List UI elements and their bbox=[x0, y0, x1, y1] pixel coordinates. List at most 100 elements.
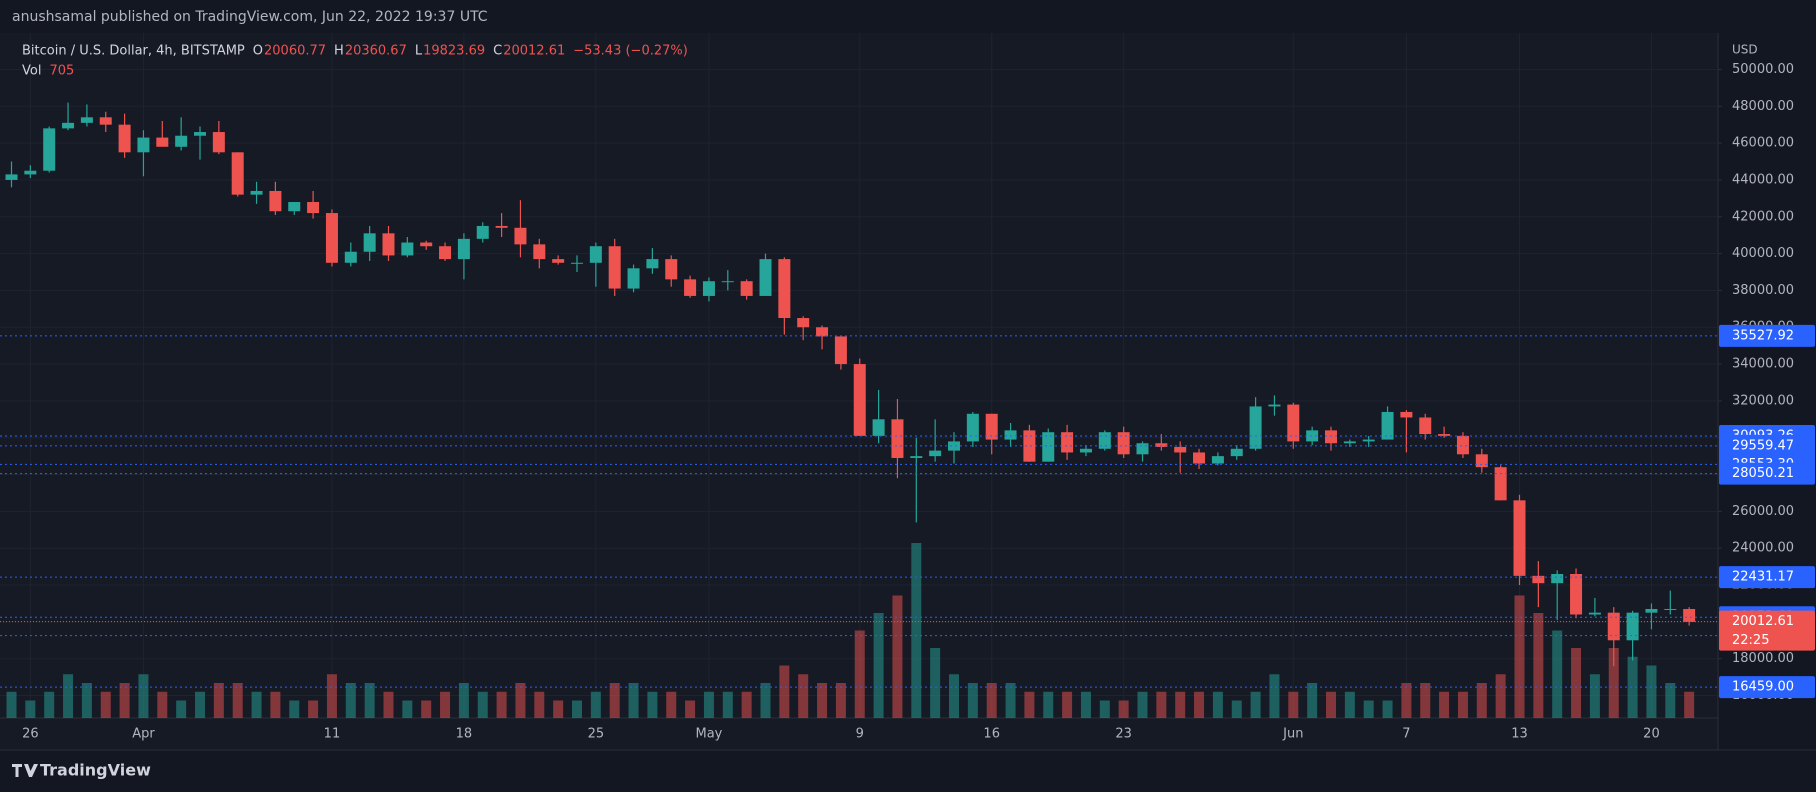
candle-body bbox=[778, 259, 791, 319]
volume-bar bbox=[1288, 691, 1299, 718]
candle-body bbox=[99, 117, 112, 125]
volume-bar bbox=[195, 691, 205, 718]
level-box bbox=[1719, 462, 1815, 485]
volume-bar bbox=[1646, 665, 1657, 718]
level-layer bbox=[0, 335, 1718, 688]
candle-body bbox=[684, 279, 697, 296]
y-tick-label: 26000.00 bbox=[1732, 504, 1794, 519]
y-tick-label: 40000.00 bbox=[1732, 246, 1794, 261]
volume-bar bbox=[1495, 674, 1506, 718]
candle-body bbox=[363, 233, 376, 252]
volume-bar bbox=[1250, 691, 1261, 718]
x-tick-label: 7 bbox=[1402, 727, 1410, 742]
volume-bar bbox=[949, 674, 959, 718]
ohlc-value: 20012.61 bbox=[503, 44, 565, 59]
volume-bar bbox=[1080, 691, 1091, 718]
level-label: 35527.92 bbox=[1732, 328, 1794, 343]
candle-body bbox=[1626, 612, 1639, 641]
ohlc-value: 20360.67 bbox=[345, 44, 407, 59]
candle-body bbox=[1570, 573, 1583, 615]
candle-body bbox=[1494, 467, 1507, 501]
last-price-label: 20012.61 bbox=[1732, 614, 1794, 629]
volume-bar bbox=[1401, 683, 1412, 718]
volume-bar bbox=[1212, 691, 1223, 718]
candle-body bbox=[1117, 432, 1130, 455]
x-tick-label: May bbox=[696, 727, 723, 742]
volume-bar bbox=[911, 543, 922, 718]
candle-body bbox=[194, 132, 206, 136]
candle-body bbox=[1249, 406, 1262, 449]
volume-bar bbox=[270, 691, 281, 718]
candle-body bbox=[608, 246, 621, 289]
candle-body bbox=[646, 259, 659, 269]
volume-bar bbox=[157, 691, 168, 718]
volume-bar bbox=[1137, 691, 1148, 718]
candle-body bbox=[948, 441, 960, 451]
x-tick-label: 25 bbox=[588, 727, 605, 742]
volume-bar bbox=[1175, 691, 1186, 718]
volume-bar bbox=[1363, 700, 1374, 718]
candle-body bbox=[1136, 443, 1149, 455]
ohlc-value: 19823.69 bbox=[423, 44, 485, 59]
last-price-box bbox=[1719, 610, 1815, 651]
volume-bar bbox=[1231, 700, 1242, 718]
volume-bar bbox=[1476, 683, 1487, 718]
y-tick-label: 46000.00 bbox=[1732, 136, 1794, 151]
level-box bbox=[1719, 566, 1815, 589]
candle-body bbox=[5, 174, 18, 180]
candle-body bbox=[1588, 612, 1601, 615]
y-tick-label: 38000.00 bbox=[1732, 283, 1794, 298]
y-tick-label: 24000.00 bbox=[1732, 541, 1794, 556]
volume-bar bbox=[760, 683, 771, 718]
candle-body bbox=[1174, 446, 1187, 453]
volume-bar bbox=[854, 630, 865, 718]
x-tick-label: 9 bbox=[856, 727, 864, 742]
candle-body bbox=[1193, 452, 1206, 464]
candle-body bbox=[344, 251, 357, 263]
volume-bar bbox=[741, 691, 752, 718]
volume-bar bbox=[251, 691, 262, 718]
volume-bar bbox=[1307, 683, 1318, 718]
candle-body bbox=[571, 262, 583, 264]
change: −53.43 (−0.27%) bbox=[573, 44, 688, 59]
candle-body bbox=[1230, 448, 1243, 457]
candle-body bbox=[231, 152, 244, 195]
volume-bar bbox=[44, 691, 55, 718]
candle-body bbox=[1343, 441, 1356, 444]
volume-bar bbox=[1608, 648, 1619, 718]
x-tick-label: 18 bbox=[456, 727, 473, 742]
volume-bar bbox=[1684, 691, 1695, 718]
candle-body bbox=[212, 132, 225, 153]
ohlc-label: O bbox=[253, 44, 263, 59]
candle-body bbox=[1513, 500, 1526, 576]
candle-body bbox=[382, 233, 395, 256]
candle-body bbox=[495, 225, 508, 228]
x-tick-label: 11 bbox=[324, 727, 341, 742]
candle-body bbox=[834, 336, 847, 365]
candle-body bbox=[1306, 430, 1319, 442]
y-tick-label: 34000.00 bbox=[1732, 357, 1794, 372]
volume-bar bbox=[326, 674, 337, 718]
volume-bar bbox=[553, 700, 564, 718]
volume-bar bbox=[25, 700, 36, 718]
candle-body bbox=[1532, 575, 1545, 584]
candle-layer bbox=[5, 102, 1696, 667]
candle-body bbox=[759, 259, 772, 296]
candle-body bbox=[175, 135, 188, 147]
volume-layer bbox=[6, 543, 1695, 718]
candle-body bbox=[1079, 448, 1092, 453]
candle-body bbox=[1061, 432, 1074, 453]
ohlc-label: H bbox=[334, 44, 344, 59]
candle-body bbox=[1664, 608, 1677, 610]
volume-bar bbox=[515, 683, 526, 718]
volume-bar bbox=[308, 700, 319, 718]
ohlc-value: 20060.77 bbox=[264, 44, 326, 59]
volume-bar bbox=[685, 700, 696, 718]
x-tick-label: 26 bbox=[22, 727, 39, 742]
volume-bar bbox=[1571, 648, 1582, 718]
volume-bar bbox=[1043, 691, 1054, 718]
volume-bar bbox=[1514, 595, 1525, 718]
candle-body bbox=[721, 281, 734, 283]
candle-body bbox=[985, 413, 998, 440]
